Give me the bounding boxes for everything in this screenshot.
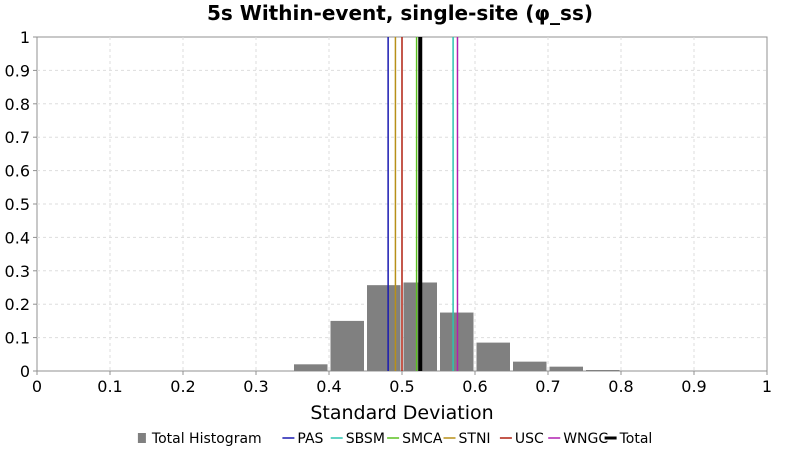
x-tick-label: 0.3 (243, 377, 268, 396)
y-tick-label: 0.9 (5, 61, 30, 80)
y-tick-label: 0.6 (5, 162, 30, 181)
x-tick-label: 1 (762, 377, 772, 396)
y-tick-label: 0.5 (5, 195, 30, 214)
x-tick-label: 0.6 (462, 377, 487, 396)
x-tick-label: 0.1 (97, 377, 122, 396)
legend-label: SMCA (402, 431, 443, 447)
legend-item-total-histogram: Total Histogram (137, 431, 262, 447)
histogram-bar (549, 366, 583, 371)
y-tick-label: 0.2 (5, 295, 30, 314)
legend-item-usc: USC (499, 431, 544, 447)
legend-label: STNI (459, 431, 491, 447)
legend-item-smca: SMCA (387, 431, 443, 447)
x-axis-label: Standard Deviation (310, 402, 493, 424)
legend-label: Total (619, 431, 653, 447)
y-tick-label: 0.7 (5, 128, 30, 147)
vertical-lines (387, 37, 459, 371)
x-tick-label: 0.2 (170, 377, 195, 396)
histogram-bar (586, 369, 620, 371)
x-tick-label: 0.7 (535, 377, 560, 396)
histogram-bar (330, 320, 364, 371)
x-tick-label: 0.8 (608, 377, 633, 396)
legend-item-sbsm: SBSM (330, 431, 385, 447)
x-tick-label: 0 (32, 377, 42, 396)
histogram-bar (513, 361, 547, 371)
legend-label: USC (515, 431, 544, 447)
y-tick-label: 0.4 (5, 228, 30, 247)
legend-swatch (137, 433, 146, 443)
x-tick-label: 0.9 (681, 377, 706, 396)
x-axis: 0 0.1 0.2 0.3 0.4 0.5 0.6 0.7 0.8 0.9 1 (32, 371, 772, 396)
legend-label: WNGC (563, 431, 608, 447)
legend-item-pas: PAS (282, 431, 324, 447)
histogram-bar (294, 364, 328, 371)
legend-item-stni: STNI (443, 431, 491, 447)
y-tick-label: 0.1 (5, 329, 30, 348)
histogram-bar (476, 342, 510, 371)
y-tick-label: 0.8 (5, 95, 30, 114)
legend-label: SBSM (346, 431, 385, 447)
y-tick-label: 0 (20, 362, 30, 381)
x-tick-label: 0.5 (389, 377, 414, 396)
y-tick-label: 1 (20, 28, 30, 47)
chart-title: 5s Within-event, single-site (φ_ss) (207, 1, 593, 25)
y-tick-label: 0.3 (5, 262, 30, 281)
y-axis: 0 0.1 0.2 0.3 0.4 0.5 0.6 0.7 0.8 0.9 1 (5, 28, 37, 381)
legend-label: Total Histogram (151, 431, 262, 447)
legend-label: PAS (297, 431, 323, 447)
legend: Total Histogram PAS SBSM SMCA STNI USC WNGC Tot… (137, 431, 653, 447)
legend-item-total: Total (604, 431, 653, 447)
legend-item-wngc: WNGC (548, 431, 608, 447)
x-tick-label: 0.4 (316, 377, 341, 396)
